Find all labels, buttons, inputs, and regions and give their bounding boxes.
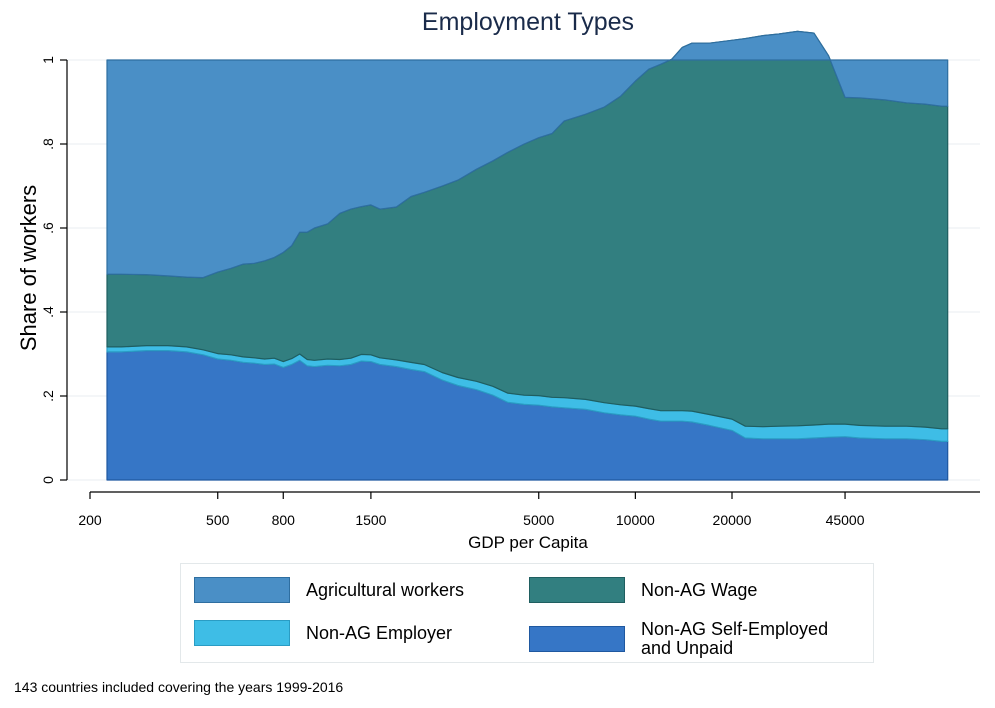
legend-item-non-ag-wage: Non-AG Wage <box>529 577 757 603</box>
y-tick-label: 1 <box>40 56 56 64</box>
legend-swatch-non-ag-wage <box>529 577 625 603</box>
legend-label-non-ag-self-employed: Non-AG Self-Employed and Unpaid <box>641 619 829 658</box>
x-axis-label: GDP per Capita <box>468 533 588 552</box>
chart-title: Employment Types <box>422 8 634 36</box>
legend-item-non-ag-employer: Non-AG Employer <box>194 620 452 646</box>
x-tick-label: 45000 <box>826 512 865 528</box>
y-tick-label: .2 <box>40 390 56 402</box>
legend-label-non-ag-wage: Non-AG Wage <box>641 579 758 600</box>
y-tick-label: .4 <box>40 306 56 318</box>
x-tick-label: 20000 <box>713 512 752 528</box>
x-tick-label: 800 <box>272 512 296 528</box>
footnote: 143 countries included covering the year… <box>14 679 344 695</box>
legend: Agricultural workers Non-AG Wage Non-AG … <box>180 563 874 663</box>
chart: 0 .2 .4 .6 .8 1 200 500 800 1500 5000 10000 20000 450… <box>16 8 980 552</box>
legend-item-agricultural: Agricultural workers <box>194 577 464 603</box>
legend-item-non-ag-self-employed: Non-AG Self-Employed and Unpaid <box>529 620 828 658</box>
legend-label-agricultural: Agricultural workers <box>306 579 465 600</box>
y-tick-label: 0 <box>40 476 56 484</box>
area-agricultural-workers <box>106 30 949 279</box>
y-axis-label: Share of workers <box>16 185 41 351</box>
legend-swatch-non-ag-employer <box>194 620 290 646</box>
legend-swatch-agricultural <box>194 577 290 603</box>
x-tick-label: 5000 <box>523 512 554 528</box>
legend-swatch-non-ag-self-employed <box>529 626 625 652</box>
x-tick-label: 10000 <box>616 512 655 528</box>
x-tick-label: 200 <box>78 512 102 528</box>
stacked-areas <box>106 30 949 481</box>
y-tick-label: .6 <box>40 222 56 234</box>
x-tick-label: 500 <box>206 512 230 528</box>
x-tick-label: 1500 <box>355 512 386 528</box>
legend-label-non-ag-employer: Non-AG Employer <box>306 622 453 643</box>
axes: 0 .2 .4 .6 .8 1 200 500 800 1500 5000 10000 20000 450… <box>40 56 980 528</box>
y-tick-label: .8 <box>40 138 56 150</box>
